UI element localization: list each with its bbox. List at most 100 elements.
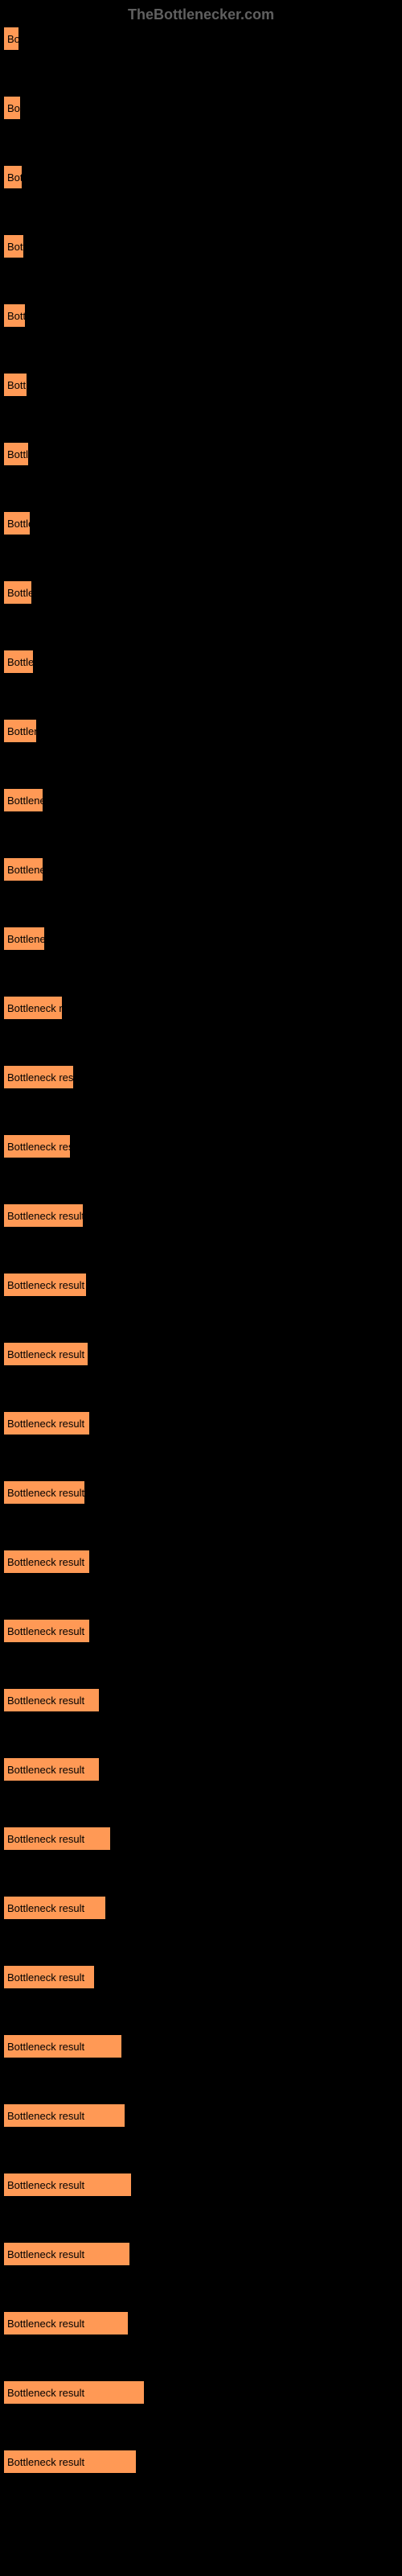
bar-label: Bottleneck result — [7, 2179, 84, 2191]
bar-row: Bottleneck result — [3, 650, 399, 674]
bar-row: Bottleneck result — [3, 1273, 399, 1297]
bar-label: Bottleneck result — [7, 933, 45, 945]
bar: Bottleneck result — [3, 2173, 132, 2197]
bar-row: Bottleneck result — [3, 511, 399, 535]
bar-label: Bottleneck result — [7, 241, 24, 253]
bar: Bottleneck result — [3, 2380, 145, 2405]
bar: Bottleneck result — [3, 1757, 100, 1781]
bar: Bottleneck result — [3, 2311, 129, 2335]
bar-label: Bottleneck result — [7, 1556, 84, 1568]
bar-label: Bottleneck result — [7, 379, 27, 391]
bar: Bottleneck result — [3, 373, 27, 397]
bar-row: Bottleneck result — [3, 719, 399, 743]
bar: Bottleneck result — [3, 996, 63, 1020]
bar-row: Bottleneck result — [3, 1688, 399, 1712]
bar-label: Bottleneck result — [7, 795, 43, 807]
bar: Bottleneck result — [3, 1273, 87, 1297]
bar: Bottleneck result — [3, 1065, 74, 1089]
bar-label: Bottleneck result — [7, 171, 23, 184]
bar: Bottleneck result — [3, 27, 19, 51]
bar: Bottleneck result — [3, 1965, 95, 1989]
bar: Bottleneck result — [3, 788, 43, 812]
bar: Bottleneck result — [3, 1896, 106, 1920]
bar-chart: Bottleneck result Bottleneck result Bottle… — [0, 27, 402, 2474]
bar-row: Bottleneck result — [3, 373, 399, 397]
bar-row: Bottleneck result — [3, 1065, 399, 1089]
bar-row: Bottleneck result — [3, 1896, 399, 1920]
bar: Bottleneck result — [3, 2450, 137, 2474]
bar-row: Bottleneck result — [3, 1134, 399, 1158]
bar-label: Bottleneck result — [7, 864, 43, 876]
bar-row: Bottleneck result — [3, 442, 399, 466]
bar: Bottleneck result — [3, 1342, 88, 1366]
bar: Bottleneck result — [3, 2034, 122, 2058]
bar-row: Bottleneck result — [3, 27, 399, 51]
bar-label: Bottleneck result — [7, 1418, 84, 1430]
bar-row: Bottleneck result — [3, 2034, 399, 2058]
bar-label: Bottleneck result — [7, 1971, 84, 1984]
bar-label: Bottleneck result — [7, 725, 37, 737]
bar-row: Bottleneck result — [3, 2103, 399, 2128]
bar: Bottleneck result — [3, 1203, 84, 1228]
bar: Bottleneck result — [3, 1480, 85, 1505]
bar-label: Bottleneck result — [7, 1002, 63, 1014]
bar: Bottleneck result — [3, 1688, 100, 1712]
bar: Bottleneck result — [3, 96, 21, 120]
bar-row: Bottleneck result — [3, 1480, 399, 1505]
bar-label: Bottleneck result — [7, 2387, 84, 2399]
bar-row: Bottleneck result — [3, 788, 399, 812]
bar-row: Bottleneck result — [3, 1203, 399, 1228]
bar-label: Bottleneck result — [7, 33, 19, 45]
bar: Bottleneck result — [3, 927, 45, 951]
bar-row: Bottleneck result — [3, 1757, 399, 1781]
bar: Bottleneck result — [3, 1619, 90, 1643]
bar-row: Bottleneck result — [3, 996, 399, 1020]
bar-row: Bottleneck result — [3, 1965, 399, 1989]
bar-label: Bottleneck result — [7, 2041, 84, 2053]
bar: Bottleneck result — [3, 303, 26, 328]
bar: Bottleneck result — [3, 580, 32, 605]
bar-row: Bottleneck result — [3, 580, 399, 605]
bar-label: Bottleneck result — [7, 1487, 84, 1499]
bar-label: Bottleneck result — [7, 1279, 84, 1291]
bar: Bottleneck result — [3, 1411, 90, 1435]
bar: Bottleneck result — [3, 1550, 90, 1574]
bar-label: Bottleneck result — [7, 1902, 84, 1914]
bar-label: Bottleneck result — [7, 1348, 84, 1360]
bar-label: Bottleneck result — [7, 2456, 84, 2468]
bar-row: Bottleneck result — [3, 165, 399, 189]
bar-label: Bottleneck result — [7, 518, 31, 530]
bar-row: Bottleneck result — [3, 927, 399, 951]
bar-row: Bottleneck result — [3, 1550, 399, 1574]
bar: Bottleneck result — [3, 857, 43, 881]
bar-label: Bottleneck result — [7, 2318, 84, 2330]
bar-row: Bottleneck result — [3, 1342, 399, 1366]
bar: Bottleneck result — [3, 165, 23, 189]
bar: Bottleneck result — [3, 234, 24, 258]
watermark-text: TheBottlenecker.com — [0, 0, 402, 27]
bar-row: Bottleneck result — [3, 2450, 399, 2474]
bar: Bottleneck result — [3, 511, 31, 535]
bar-row: Bottleneck result — [3, 1411, 399, 1435]
bar-label: Bottleneck result — [7, 2110, 84, 2122]
bar-label: Bottleneck result — [7, 310, 26, 322]
bar-label: Bottleneck result — [7, 1071, 74, 1084]
bar-row: Bottleneck result — [3, 1827, 399, 1851]
bar-row: Bottleneck result — [3, 857, 399, 881]
bar-label: Bottleneck result — [7, 2248, 84, 2260]
bar: Bottleneck result — [3, 1827, 111, 1851]
bar-row: Bottleneck result — [3, 2311, 399, 2335]
bar-row: Bottleneck result — [3, 1619, 399, 1643]
bar-row: Bottleneck result — [3, 2173, 399, 2197]
bar-label: Bottleneck result — [7, 102, 21, 114]
bar-label: Bottleneck result — [7, 656, 34, 668]
bar-label: Bottleneck result — [7, 1625, 84, 1637]
bar-label: Bottleneck result — [7, 1764, 84, 1776]
bar-label: Bottleneck result — [7, 1833, 84, 1845]
bar: Bottleneck result — [3, 719, 37, 743]
bar: Bottleneck result — [3, 442, 29, 466]
bar: Bottleneck result — [3, 650, 34, 674]
bar-row: Bottleneck result — [3, 303, 399, 328]
bar-label: Bottleneck result — [7, 587, 32, 599]
bar-label: Bottleneck result — [7, 1141, 71, 1153]
